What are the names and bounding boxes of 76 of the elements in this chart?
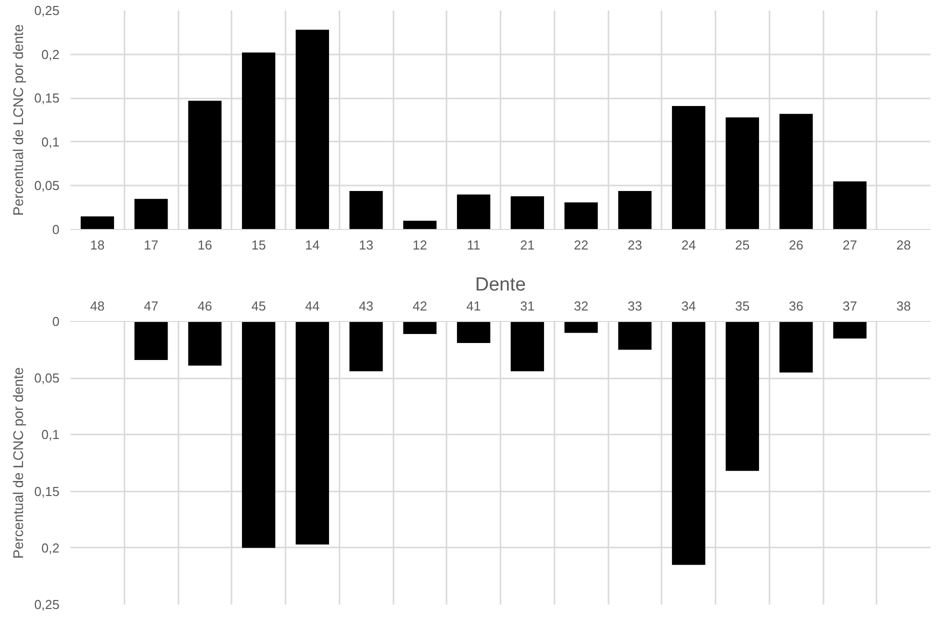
x-tick-label: 42 <box>412 298 428 314</box>
bar <box>618 322 652 350</box>
bar <box>188 100 222 230</box>
x-tick-label: 23 <box>628 238 642 252</box>
bar <box>242 52 276 230</box>
x-tick-label: 26 <box>788 238 804 252</box>
x-tick-label: 17 <box>144 238 158 252</box>
x-tick-label: 21 <box>520 238 535 252</box>
y-tick-label: 0,2 <box>41 46 60 62</box>
bar <box>672 106 706 230</box>
bar <box>456 322 490 344</box>
x-tick-label: 15 <box>251 238 266 252</box>
x-tick-label: 45 <box>251 298 266 314</box>
bar <box>779 114 813 230</box>
bar <box>510 322 544 372</box>
y-tick-label: 0 <box>52 314 60 329</box>
x-tick-label: 31 <box>520 298 535 314</box>
x-tick-label: 38 <box>896 298 911 314</box>
y-tick-label: 0,05 <box>34 370 60 386</box>
bar <box>510 196 544 230</box>
x-tick-label: 44 <box>305 298 320 314</box>
bar <box>80 216 114 230</box>
y-tick-label: 0,1 <box>41 134 60 150</box>
bar <box>779 322 813 372</box>
y-tick-label: 0,25 <box>34 3 60 18</box>
x-tick-label: 18 <box>90 238 105 252</box>
bar <box>134 322 168 360</box>
bar <box>403 220 437 230</box>
x-axis-title: Dente <box>475 274 526 296</box>
bar <box>564 202 598 230</box>
x-tick-label: 14 <box>305 238 320 252</box>
x-tick-label: 43 <box>358 298 374 314</box>
bar <box>833 181 867 230</box>
x-tick-label: 41 <box>466 298 481 314</box>
x-tick-label: 46 <box>198 298 212 314</box>
x-tick-label: 27 <box>842 238 858 252</box>
x-tick-label: 24 <box>681 238 696 252</box>
x-tick-label: 11 <box>466 238 480 252</box>
bar <box>726 322 760 471</box>
x-tick-label: 37 <box>842 298 858 314</box>
bar <box>403 322 437 334</box>
bar <box>833 322 867 338</box>
x-tick-label: 12 <box>412 238 428 252</box>
bar <box>349 190 383 230</box>
bar <box>349 322 383 372</box>
bar <box>134 198 168 230</box>
bar <box>296 30 330 230</box>
y-tick-label: 0,15 <box>34 90 60 106</box>
x-tick-label: 47 <box>144 298 158 314</box>
x-tick-label: 22 <box>574 238 588 252</box>
bar <box>456 194 490 230</box>
bar <box>242 322 276 548</box>
x-tick-label: 25 <box>735 238 750 252</box>
y-tick-label: 0,15 <box>34 484 60 499</box>
y-tick-label: 0,1 <box>41 427 60 442</box>
bar <box>726 117 760 230</box>
bar <box>564 322 598 333</box>
x-tick-label: 35 <box>735 298 750 314</box>
bar <box>618 190 652 230</box>
y-axis-title: Percentual de LCNC por dente <box>10 24 26 216</box>
x-tick-label: 33 <box>628 298 642 314</box>
y-tick-label: 0 <box>52 222 60 237</box>
y-tick-label: 0,2 <box>41 540 60 556</box>
y-tick-label: 0,05 <box>34 178 60 194</box>
bar <box>188 322 222 366</box>
x-tick-label: 16 <box>198 238 212 252</box>
bar <box>672 322 706 565</box>
x-tick-label: 28 <box>896 238 911 252</box>
y-tick-label: 0,25 <box>34 597 60 612</box>
y-axis-title: Percentual de LCNC por dente <box>10 367 26 559</box>
x-tick-label: 36 <box>788 298 804 314</box>
x-tick-label: 13 <box>358 238 374 252</box>
x-tick-label: 32 <box>574 298 588 314</box>
x-tick-label: 48 <box>90 298 105 314</box>
x-tick-label: 34 <box>681 298 696 314</box>
bar <box>296 322 330 545</box>
